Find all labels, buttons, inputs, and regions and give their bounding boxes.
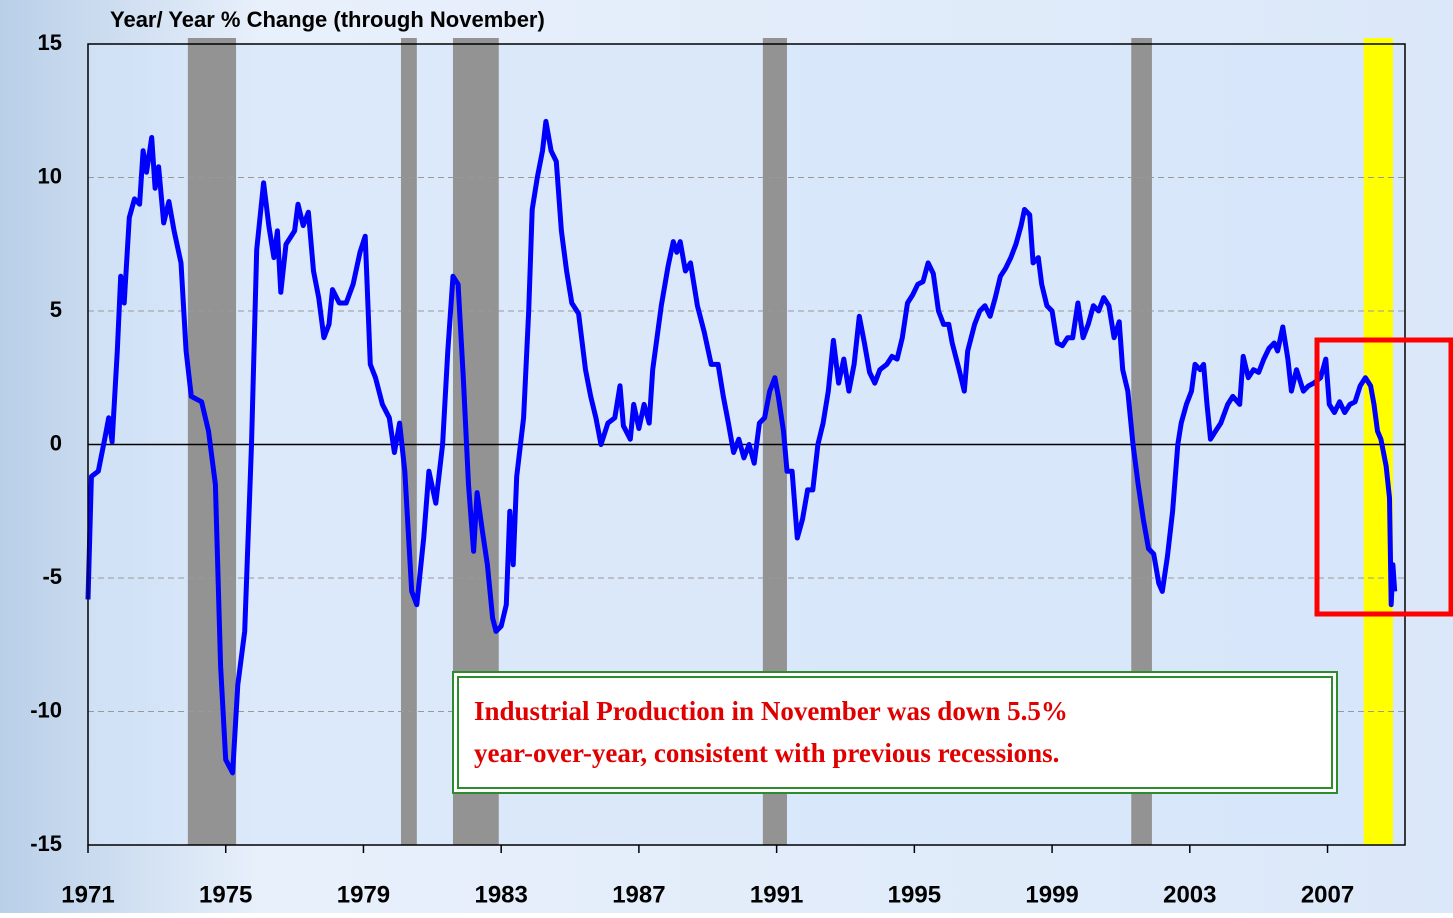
shaded-period <box>400 38 417 845</box>
annotation-text: year-over-year, consistent with previous… <box>474 738 1059 768</box>
annotation-box: Industrial Production in November was do… <box>452 671 1338 794</box>
highlight-box <box>1314 337 1453 617</box>
annotation-border <box>457 676 1333 789</box>
x-tick-label: 1991 <box>750 881 803 908</box>
shaded-period <box>1131 38 1152 845</box>
x-tick-label: 1975 <box>199 881 252 908</box>
y-tick-label: -5 <box>42 564 62 589</box>
x-tick-label: 1979 <box>337 881 390 908</box>
data-line <box>85 118 1398 776</box>
chart-title: Year/ Year % Change (through November) <box>110 7 545 32</box>
y-tick-label: -15 <box>30 831 62 856</box>
y-tick-label: -10 <box>30 697 62 722</box>
annotation-text: Industrial Production in November was do… <box>474 696 1068 726</box>
y-tick-label: 5 <box>50 297 62 322</box>
shaded-period <box>1363 38 1393 845</box>
plot-frame <box>87 43 1406 846</box>
x-tick-label: 1983 <box>474 881 527 908</box>
y-tick-label: 10 <box>38 163 62 188</box>
x-tick-label: 2003 <box>1163 881 1216 908</box>
y-tick-label: 0 <box>50 430 62 455</box>
x-tick-label: 1971 <box>61 881 114 908</box>
x-tick-label: 1995 <box>888 881 941 908</box>
annotation-border <box>452 671 1338 794</box>
x-tick-label: 1999 <box>1025 881 1078 908</box>
y-tick-label: 15 <box>38 30 62 55</box>
x-tick-label: 2007 <box>1301 881 1354 908</box>
x-tick-label: 1987 <box>612 881 665 908</box>
